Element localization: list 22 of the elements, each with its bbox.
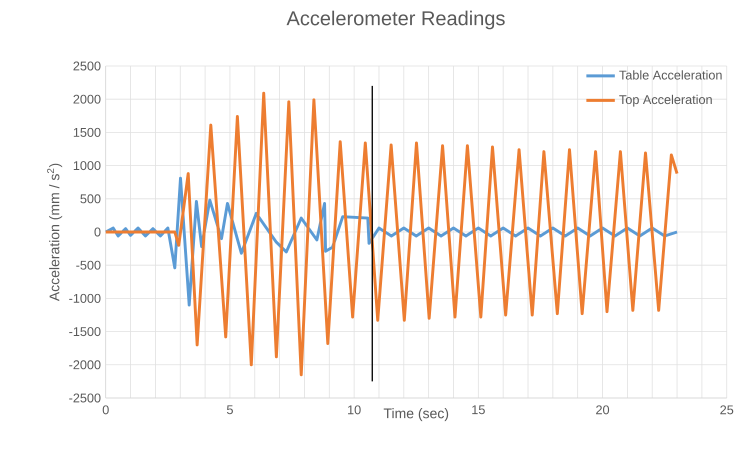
legend-label: Top Acceleration (619, 94, 712, 107)
x-tick-label: 20 (596, 405, 610, 414)
y-axis-title: Acceleration (mm / s$^{2}$) (47, 164, 62, 302)
y-tick-label: -2500 (69, 394, 101, 402)
x-tick-label: 5 (226, 405, 233, 414)
y-tick-label: -500 (76, 260, 101, 270)
x-tick-label: 0 (102, 405, 109, 414)
x-tick-label: 15 (472, 405, 485, 414)
y-tick-label: -1500 (69, 327, 101, 336)
y-tick-label: 1500 (74, 128, 101, 137)
y-tick-label: 500 (80, 194, 101, 204)
x-tick-label: 10 (348, 405, 361, 414)
y-tick-label: 1000 (74, 161, 101, 170)
y-tick-label: 2000 (73, 94, 101, 104)
y-tick-label: -1000 (69, 294, 101, 303)
x-axis-title: Time (sec) (384, 408, 448, 422)
y-tick-label: 0 (94, 228, 101, 236)
x-tick-label: 25 (720, 405, 734, 414)
y-tick-label: -2000 (69, 360, 101, 370)
chart-title: Accelerometer Readings (286, 10, 505, 30)
legend-label: Table Acceleration (619, 70, 722, 80)
y-tick-label: 2500 (73, 62, 101, 70)
